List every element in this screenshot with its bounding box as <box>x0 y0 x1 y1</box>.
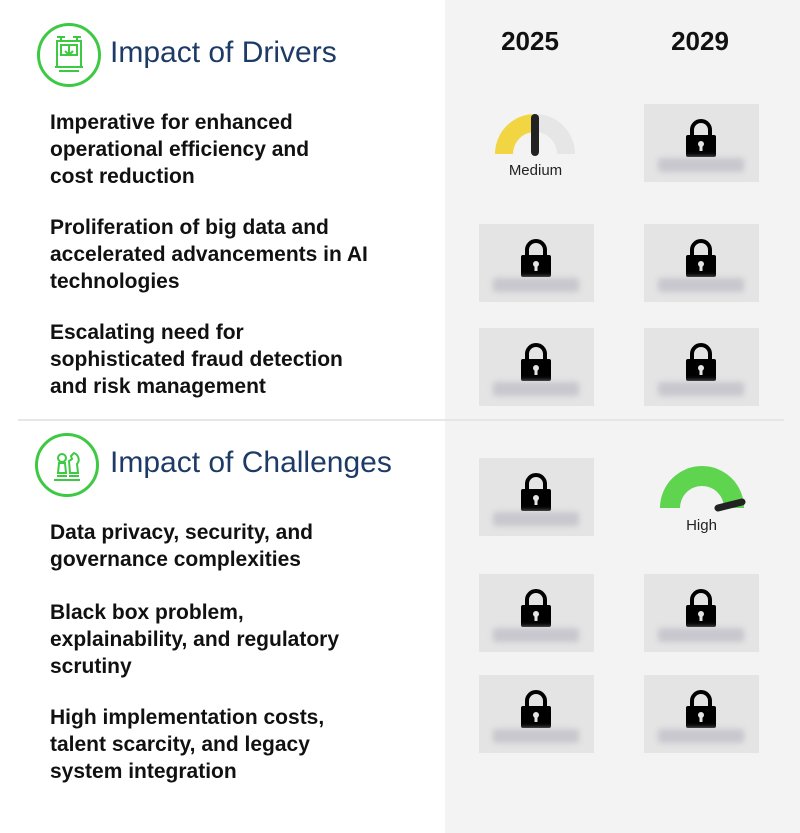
lock-icon <box>686 343 716 381</box>
high-gauge: High <box>644 462 759 552</box>
locked-cell[interactable] <box>479 675 594 753</box>
locked-cell[interactable] <box>644 328 759 406</box>
lock-icon <box>686 690 716 728</box>
locked-cell[interactable] <box>644 574 759 652</box>
blurred-text <box>658 729 744 743</box>
blurred-text <box>493 628 579 642</box>
lock-icon <box>521 473 551 511</box>
lock-icon <box>521 690 551 728</box>
machine-icon <box>37 23 101 87</box>
blurred-text <box>658 628 744 642</box>
column-header-2029: 2029 <box>671 26 729 56</box>
challenge-item: High implementation costs, talent scarcit… <box>50 706 325 783</box>
locked-cell[interactable] <box>644 675 759 753</box>
locked-cell[interactable] <box>644 224 759 302</box>
lock-icon <box>521 343 551 381</box>
medium-gauge: Medium <box>478 108 593 198</box>
driver-item: Escalating need for sophisticated fraud d… <box>50 321 343 398</box>
blurred-text <box>658 278 744 292</box>
blurred-text <box>658 382 744 396</box>
chess-icon <box>35 433 99 497</box>
locked-cell[interactable] <box>479 458 594 536</box>
lock-icon <box>686 239 716 277</box>
lock-icon <box>686 589 716 627</box>
locked-cell[interactable] <box>479 328 594 406</box>
blurred-text <box>493 729 579 743</box>
challenges-title: Impact of Challenges <box>110 446 392 479</box>
driver-item: Proliferation of big data and accelerated… <box>50 216 368 293</box>
locked-cell[interactable] <box>479 574 594 652</box>
locked-cell[interactable] <box>479 224 594 302</box>
blurred-text <box>493 382 579 396</box>
section-divider <box>18 419 784 421</box>
lock-icon <box>521 589 551 627</box>
locked-cell[interactable] <box>644 104 759 182</box>
blurred-text <box>493 512 579 526</box>
column-header-2025: 2025 <box>501 26 559 56</box>
lock-icon <box>686 119 716 157</box>
gauge-label: Medium <box>508 162 563 179</box>
gauge-label: High <box>686 517 717 534</box>
blurred-text <box>493 278 579 292</box>
blurred-text <box>658 158 744 172</box>
challenge-item: Data privacy, security, and governance co… <box>50 521 314 571</box>
drivers-title: Impact of Drivers <box>110 36 337 69</box>
lock-icon <box>521 239 551 277</box>
challenge-item: Black box problem, explainability, and re… <box>50 601 340 678</box>
driver-item: Imperative for enhanced operational effic… <box>50 111 310 188</box>
